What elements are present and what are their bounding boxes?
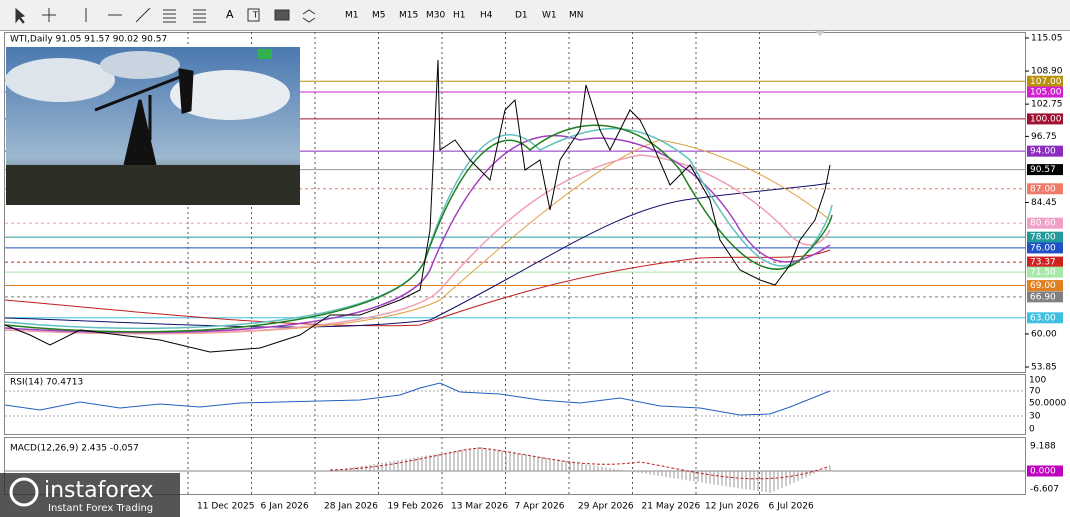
date-label: 6 Jul 2026 — [769, 502, 814, 512]
rsi-panel — [4, 374, 1026, 435]
indicators — [4, 59, 833, 353]
level-badge — [1027, 312, 1063, 324]
rsi-tick-label: 0 — [1029, 425, 1035, 435]
date-label: 21 May 2026 — [642, 502, 701, 512]
date-label: 29 Apr 2026 — [578, 502, 634, 512]
level-badge — [1027, 164, 1063, 176]
timeframe-button[interactable]: MN — [569, 11, 584, 21]
macd-tick-label: 9.188 — [1030, 442, 1056, 452]
macd-tick-label: 0.000 — [1030, 467, 1056, 477]
timeframe-button[interactable]: H4 — [480, 11, 493, 21]
level-label: 71.50 — [1030, 268, 1056, 278]
price-tick-label: 96.75 — [1031, 132, 1057, 142]
level-label: 90.57 — [1030, 165, 1056, 175]
level-label: 87.00 — [1030, 184, 1056, 194]
level-label: 63.00 — [1030, 313, 1056, 323]
level-label: 76.00 — [1030, 243, 1056, 253]
level-badge — [1027, 280, 1063, 292]
logo-tagline: Instant Forex Trading — [48, 503, 153, 514]
macd-panel — [4, 437, 1026, 495]
level-badge — [1027, 86, 1063, 98]
rsi-tick-label: 30 — [1029, 412, 1041, 422]
date-label: 13 Mar 2026 — [451, 502, 508, 512]
drawing-tools[interactable] — [15, 7, 316, 24]
level-label: 66.90 — [1030, 292, 1056, 302]
photo — [5, 47, 300, 205]
level-badge — [1027, 242, 1063, 254]
level-label: 80.60 — [1030, 219, 1056, 229]
level-badge — [1027, 183, 1063, 195]
level-badge — [1027, 113, 1063, 125]
level-label: 73.37 — [1030, 258, 1056, 268]
timeframe-button[interactable]: W1 — [542, 11, 557, 21]
macd-tick-label: -6.607 — [1030, 485, 1059, 495]
level-badge — [1027, 217, 1063, 229]
price-tick-label: 115.05 — [1031, 34, 1063, 44]
timeframe-button[interactable]: M5 — [372, 11, 386, 21]
toolbar — [0, 0, 1070, 30]
level-badge — [1027, 231, 1063, 243]
timeframe-button[interactable]: H1 — [453, 11, 466, 21]
price-tick-label: 53.85 — [1031, 363, 1057, 373]
level-badge — [1027, 291, 1063, 303]
date-label: 7 Apr 2026 — [515, 502, 565, 512]
level-badge — [1027, 266, 1063, 278]
rsi-tick-label: 50.0000 — [1029, 399, 1066, 409]
rsi-tick-label: 70 — [1029, 387, 1041, 397]
date-label: 11 Dec 2025 — [197, 502, 255, 512]
rsi-header: RSI(14) 70.4713 — [10, 378, 83, 388]
level-badge — [1027, 145, 1063, 157]
logo-name: instaforex — [44, 478, 154, 503]
price-tick-label: 60.00 — [1031, 329, 1057, 339]
macd-header: MACD(12,26,9) 2.435 -0.057 — [10, 444, 139, 454]
date-label: 12 Jun 2026 — [705, 502, 759, 512]
level-label: 78.00 — [1030, 233, 1056, 243]
timeframe-button[interactable]: M30 — [426, 11, 445, 21]
level-label: 105.00 — [1030, 88, 1062, 98]
timeframe-button[interactable]: M1 — [345, 11, 359, 21]
macd-zero-badge — [1027, 465, 1063, 477]
level-label: 107.00 — [1030, 77, 1062, 87]
timeframe-button[interactable]: D1 — [515, 11, 528, 21]
logo: instaforex Instant Forex Trading — [0, 473, 180, 517]
rsi-tick-label: 100 — [1029, 376, 1046, 386]
level-label: 100.00 — [1030, 114, 1062, 124]
timeframe-button[interactable]: M15 — [399, 11, 418, 21]
label-tool[interactable]: T — [252, 11, 258, 20]
level-badge — [1027, 256, 1063, 268]
level-label: 69.00 — [1030, 281, 1056, 291]
date-label: 28 Jan 2026 — [324, 502, 378, 512]
level-badge — [1027, 75, 1063, 87]
price-tick-label: 102.75 — [1031, 100, 1063, 110]
level-label: 94.00 — [1030, 147, 1056, 157]
date-label: 6 Jan 2026 — [261, 502, 309, 512]
chart-header: WTI,Daily 91.05 91.57 90.02 90.57 — [10, 35, 167, 45]
text-tool[interactable]: A — [226, 8, 234, 21]
price-tick-label: 84.45 — [1031, 198, 1057, 208]
date-label: 19 Feb 2026 — [388, 502, 444, 512]
price-tick-label: 108.90 — [1031, 67, 1063, 77]
